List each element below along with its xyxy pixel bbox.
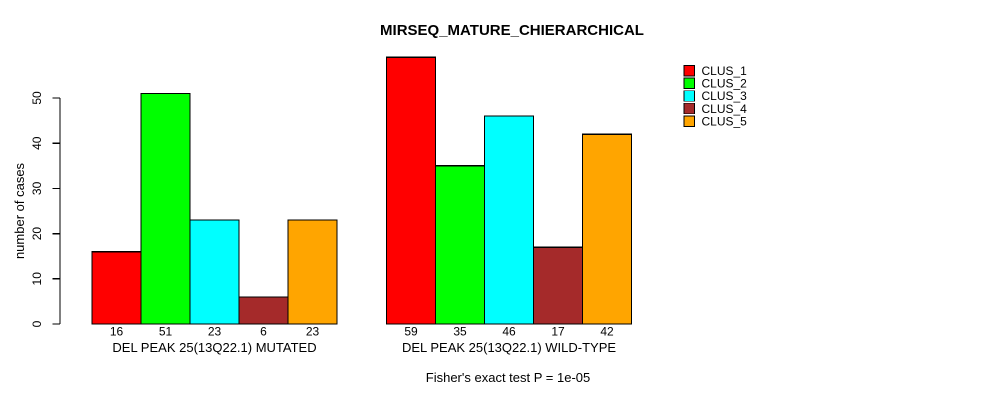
bar-clus_3-group0: [189, 219, 240, 325]
bar-clus_2-group0: [140, 92, 191, 325]
bar-clus_4-group0: [238, 296, 289, 325]
y-axis-title: number of cases: [12, 162, 27, 259]
legend-swatch-clus_5: [683, 115, 695, 127]
chart-title: MIRSEQ_MATURE_CHIERARCHICAL: [380, 22, 644, 39]
bar-value-label: 16: [110, 325, 124, 339]
bar-value-label: 6: [260, 325, 267, 339]
y-tick-label: 20: [30, 227, 44, 241]
bar-clus_3-group1: [483, 115, 535, 325]
bar-clus_4-group1: [532, 246, 584, 325]
y-tick-label: 0: [30, 320, 44, 327]
fisher-test-footer: Fisher's exact test P = 1e-05: [426, 370, 590, 385]
bar-clus_1-group0: [91, 251, 142, 325]
legend-swatch-clus_3: [683, 90, 695, 102]
bar-value-label: 23: [208, 325, 222, 339]
legend-label-clus_3: CLUS_3: [702, 89, 748, 103]
legend-swatch-clus_1: [683, 65, 695, 77]
bar-value-labels: 16 59 51 35 23 46 6 17 23 42: [110, 325, 614, 339]
y-tick-label: 30: [30, 181, 44, 195]
legend-swatch-clus_2: [683, 77, 695, 89]
legend-label-clus_5: CLUS_5: [702, 114, 748, 128]
bar-value-label: 51: [159, 325, 173, 339]
group-label-wild-type: DEL PEAK 25(13Q22.1) WILD-TYPE: [402, 340, 616, 355]
legend-swatch-clus_4: [683, 102, 695, 115]
bar-value-label: 42: [600, 325, 614, 339]
legend-label-clus_1: CLUS_1: [702, 64, 748, 78]
bar-clus_2-group1: [434, 165, 486, 325]
y-tick-label: 10: [30, 272, 44, 286]
bar-value-label: 23: [306, 325, 320, 339]
legend-label-clus_2: CLUS_2: [702, 77, 748, 91]
bar-clus_5-group1: [581, 133, 633, 325]
bars-layer: [91, 56, 633, 325]
bar-value-label: 46: [502, 325, 516, 339]
y-tick-label: 50: [30, 91, 44, 105]
y-axis: 0 10 20 30 40 50: [30, 91, 61, 327]
group-label-mutated: DEL PEAK 25(13Q22.1) MUTATED: [112, 340, 316, 355]
bar-clus_1-group1: [385, 56, 437, 325]
bar-clus_5-group0: [287, 219, 338, 325]
legend-label-clus_4: CLUS_4: [702, 102, 748, 116]
y-tick-label: 40: [30, 136, 44, 150]
bar-value-label: 59: [404, 325, 418, 339]
bar-value-label: 35: [453, 325, 467, 339]
bar-value-label: 17: [551, 325, 565, 339]
